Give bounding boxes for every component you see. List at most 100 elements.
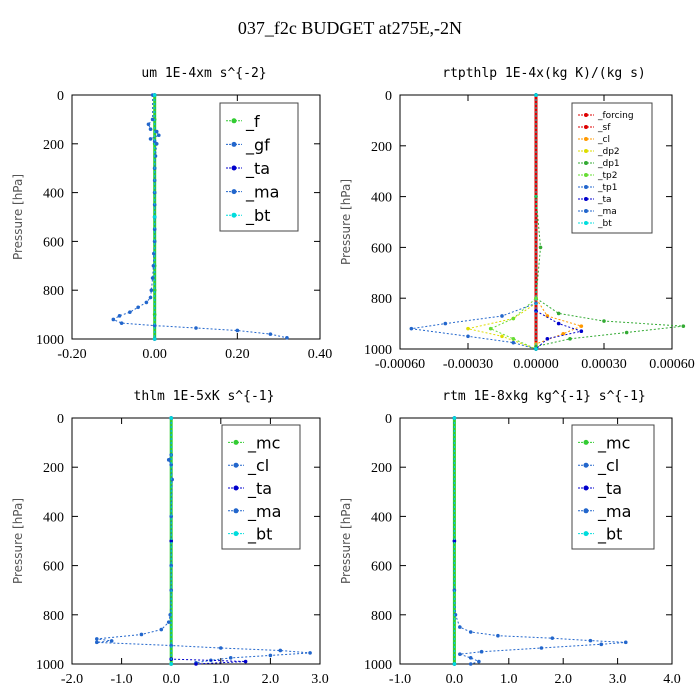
data-point [152, 93, 157, 97]
chart-panel-4: rtm 1E-8xkg kg^{-1} s^{-1} Pressure [hPa]… [339, 389, 681, 687]
data-point [148, 295, 153, 300]
data-point [169, 462, 173, 467]
x-tick-label: 3.0 [311, 672, 329, 687]
legend-marker [584, 137, 588, 141]
legend-marker [583, 462, 589, 468]
y-tick-label: 600 [371, 241, 392, 256]
legend-entry: _dp1 [597, 159, 620, 169]
data-point [139, 632, 144, 637]
x-tick-label: 3.0 [609, 672, 627, 687]
x-tick-label: -0.00030 [443, 357, 493, 372]
legend-marker [231, 165, 237, 171]
data-point [452, 662, 457, 666]
series-line-tp2 [489, 95, 537, 350]
data-point [152, 239, 157, 244]
legend-entry: _cl [597, 135, 610, 145]
data-point [136, 305, 140, 310]
y-tick-label: 600 [43, 560, 64, 575]
series-line-dp2 [467, 95, 537, 350]
y-tick-label: 800 [43, 284, 64, 299]
legend-marker [584, 161, 588, 165]
data-point [534, 296, 538, 301]
y-tick-label: 0 [385, 89, 392, 104]
data-point [545, 314, 550, 318]
y-tick-label: 1000 [36, 658, 64, 673]
data-point [534, 220, 538, 224]
data-point [534, 309, 538, 313]
y-tick-label: 200 [43, 138, 64, 153]
panel-title: rtpthlp 1E-4x(kg K)/(kg s) [442, 66, 646, 81]
plot-frame [399, 417, 673, 665]
data-point [169, 563, 173, 568]
legend-marker [231, 118, 237, 124]
data-point [169, 662, 173, 666]
legend-marker [584, 149, 588, 153]
chart-panel-3: thlm 1E-5xK s^{-1} Pressure [hPa] 0 200 400 6… [11, 389, 329, 687]
data-point [466, 334, 470, 339]
data-point [219, 646, 223, 650]
data-point [152, 288, 157, 293]
legend-entry: _sf [597, 123, 611, 133]
data-point [152, 139, 157, 144]
legend-marker [233, 485, 239, 491]
x-tick-label: 4.0 [663, 672, 681, 687]
y-tick-label: 1000 [364, 343, 392, 358]
data-point [268, 653, 273, 658]
legend-entry: _cl [247, 456, 269, 476]
data-point [500, 314, 504, 318]
x-tick-label: 0.40 [308, 347, 333, 362]
data-point [154, 129, 159, 134]
legend-marker [231, 189, 237, 195]
data-point [228, 656, 233, 660]
data-point [534, 93, 538, 97]
data-point [443, 321, 448, 326]
legend-entry: _bt [597, 525, 622, 545]
y-tick-label: 1000 [36, 333, 64, 348]
data-point [534, 347, 538, 351]
y-tick-label: 600 [371, 560, 392, 575]
data-point [268, 332, 273, 336]
legend-entry: _mc [597, 433, 630, 453]
panel-title: um 1E-4xm s^{-2} [141, 66, 266, 81]
x-tick-label: 0.0 [446, 672, 464, 687]
data-point [157, 133, 161, 138]
y-tick-label: 800 [371, 609, 392, 624]
data-point [488, 326, 493, 331]
data-point [194, 326, 198, 330]
plot-frame [71, 94, 321, 340]
data-point [624, 330, 629, 335]
data-point [538, 245, 543, 250]
panel-title: rtm 1E-8xkg kg^{-1} s^{-1} [442, 389, 646, 404]
legend-entry: _forcing [597, 111, 634, 121]
data-point [511, 316, 516, 321]
legend-entry: _bt [247, 525, 272, 545]
data-point [599, 642, 604, 647]
x-tick-label: 2.0 [554, 672, 572, 687]
legend-entry: _tp1 [597, 183, 617, 193]
legend-marker [231, 212, 237, 218]
legend-marker [583, 508, 589, 514]
legend-entry: _bt [597, 219, 612, 229]
data-point [579, 329, 584, 334]
data-point [308, 651, 312, 655]
data-point [452, 539, 457, 543]
data-point [154, 142, 159, 146]
data-point [169, 539, 173, 543]
legend-marker [584, 221, 588, 225]
x-tick-label: -0.20 [57, 347, 86, 362]
y-tick-label: 200 [371, 140, 392, 155]
legend-marker [231, 141, 237, 147]
data-point [159, 627, 164, 632]
data-point [550, 636, 555, 640]
data-point [194, 662, 198, 666]
y-tick-label: 0 [385, 412, 392, 427]
legend-entry: _ma [597, 207, 617, 217]
data-point [468, 656, 473, 660]
legend-marker [584, 173, 588, 177]
data-point [152, 337, 157, 341]
legend-marker [583, 531, 589, 537]
legend-marker [583, 439, 589, 445]
data-point [144, 300, 149, 305]
data-point [409, 326, 414, 331]
